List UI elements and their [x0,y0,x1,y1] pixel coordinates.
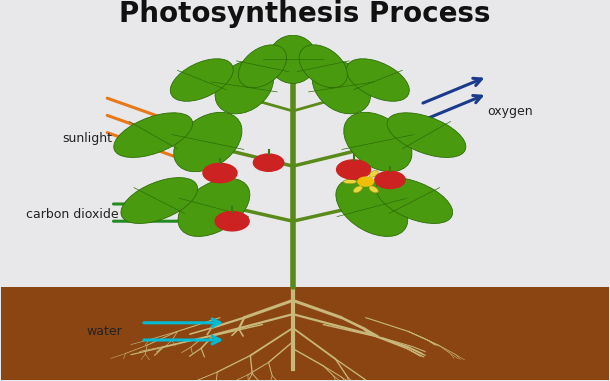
Ellipse shape [376,178,453,224]
Ellipse shape [268,35,317,83]
Bar [1,35,609,287]
Text: carbon dioxide: carbon dioxide [26,208,118,221]
Ellipse shape [178,178,250,237]
Ellipse shape [299,45,347,88]
Ellipse shape [174,112,242,172]
Circle shape [215,211,249,231]
Circle shape [375,171,405,189]
Circle shape [203,163,237,182]
Ellipse shape [336,178,407,237]
Bar [1,287,609,379]
Ellipse shape [353,170,362,177]
Text: oxygen: oxygen [487,104,533,117]
Circle shape [337,160,371,179]
Ellipse shape [353,186,362,193]
Text: sunlight: sunlight [62,132,112,145]
Ellipse shape [239,45,287,88]
Ellipse shape [114,113,193,157]
Ellipse shape [215,60,273,114]
Circle shape [358,177,373,186]
Ellipse shape [346,59,409,101]
Ellipse shape [387,113,466,157]
Text: Photosynthesis Process: Photosynthesis Process [119,0,491,28]
Ellipse shape [375,179,388,184]
Ellipse shape [121,178,198,224]
Ellipse shape [312,60,371,114]
Ellipse shape [343,179,357,184]
Ellipse shape [369,186,378,193]
Circle shape [253,154,284,171]
Ellipse shape [344,112,412,172]
Ellipse shape [170,59,233,101]
Ellipse shape [369,170,378,177]
Text: water: water [87,325,122,338]
